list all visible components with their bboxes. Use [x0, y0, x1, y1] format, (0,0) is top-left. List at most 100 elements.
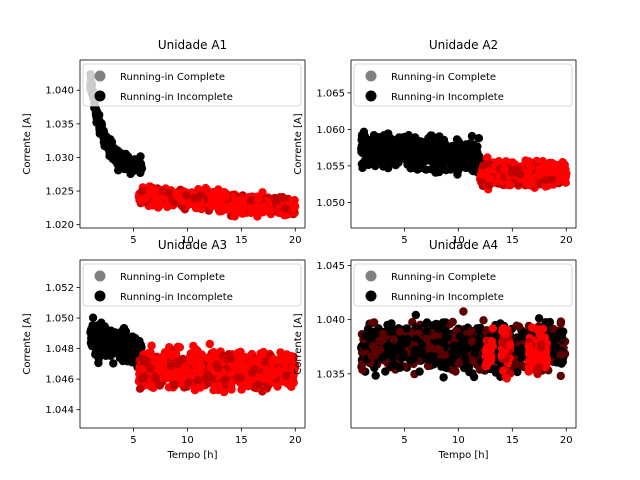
data-point: [479, 316, 488, 325]
x-tick-label: 5: [401, 435, 407, 446]
data-point: [540, 333, 550, 342]
data-point: [526, 163, 535, 172]
subplot-4: 5 10 15 20 1.035 1.040 1.045 Unidade A4 Corrente…: [293, 238, 577, 461]
data-point: [459, 161, 469, 170]
data-point: [96, 348, 106, 358]
data-point: [486, 355, 496, 365]
data-point: [411, 335, 421, 344]
data-point: [434, 338, 443, 347]
data-point: [391, 158, 400, 168]
data-point: [426, 351, 435, 361]
data-point: [446, 158, 455, 168]
data-point: [467, 131, 477, 141]
data-point: [109, 359, 118, 368]
legend-marker: [94, 270, 106, 282]
data-point: [116, 342, 125, 351]
x-tick-label: 20: [289, 435, 302, 446]
data-point: [182, 191, 191, 200]
legend-label: Running-in Incomplete: [120, 92, 233, 103]
data-point: [411, 310, 420, 320]
data-point: [360, 341, 369, 351]
data-point: [214, 363, 223, 373]
data-point: [126, 335, 135, 344]
data-point: [461, 345, 470, 355]
data-point: [190, 193, 199, 203]
data-point: [274, 366, 283, 375]
data-point: [378, 353, 387, 362]
scatter-points: [357, 127, 571, 194]
data-point: [405, 356, 415, 365]
data-point: [209, 348, 218, 357]
legend-label: Running-in Incomplete: [391, 92, 504, 103]
legend-box: [353, 263, 573, 307]
y-tick-label: 1.065: [316, 88, 345, 99]
data-point: [428, 321, 437, 330]
y-tick-label: 1.035: [45, 119, 74, 130]
legend-box: [82, 263, 302, 307]
data-point: [371, 347, 380, 356]
legend-marker: [365, 270, 377, 282]
data-point: [559, 165, 568, 174]
y-tick-label: 1.030: [45, 153, 74, 164]
y-tick-label: 1.050: [45, 314, 74, 325]
data-point: [445, 320, 454, 329]
data-point: [212, 196, 221, 205]
scatter-points: [86, 70, 300, 221]
data-point: [137, 187, 147, 196]
data-point: [387, 361, 396, 370]
legend: Running-in Complete Running-in Incomplete: [82, 63, 302, 107]
x-tick-label: 15: [506, 435, 519, 446]
subplot-title: Unidade A1: [158, 38, 227, 52]
data-point: [97, 324, 107, 333]
data-point: [96, 335, 106, 345]
data-point: [552, 333, 561, 343]
legend-label: Running-in Incomplete: [120, 292, 233, 303]
data-point: [135, 164, 144, 173]
data-point: [156, 354, 165, 363]
data-point: [466, 145, 475, 154]
data-point: [202, 374, 211, 383]
data-point: [176, 379, 185, 388]
legend-marker: [365, 90, 377, 102]
legend: Running-in Complete Running-in Incomplete: [353, 63, 573, 107]
y-tick-label: 1.046: [45, 375, 74, 386]
data-point: [288, 362, 298, 372]
data-point: [263, 372, 272, 381]
y-axis-label: Corrente [A]: [22, 113, 33, 174]
data-point: [541, 318, 550, 327]
data-point: [447, 355, 457, 364]
data-point: [486, 346, 495, 355]
data-point: [361, 331, 370, 341]
data-point: [451, 367, 460, 376]
legend-marker: [94, 290, 106, 302]
data-point: [435, 165, 444, 174]
y-tick-label: 1.052: [45, 283, 74, 294]
data-point: [455, 332, 465, 341]
data-point: [383, 129, 392, 138]
x-tick-label: 5: [130, 235, 136, 246]
data-point: [486, 174, 495, 183]
x-axis-label: Tempo [h]: [166, 450, 217, 461]
x-tick-label: 15: [235, 435, 248, 446]
subplot-3: 5 10 15 20 1.044 1.046 1.048 1.050 1.052 Unidade …: [22, 238, 306, 461]
data-point: [524, 367, 533, 376]
data-point: [138, 354, 147, 363]
data-point: [244, 382, 253, 391]
data-point: [120, 335, 129, 345]
data-point: [166, 361, 175, 371]
data-point: [467, 326, 476, 336]
data-point: [450, 341, 459, 350]
legend-label: Running-in Complete: [120, 272, 225, 283]
data-point: [222, 202, 232, 211]
subplot-title: Unidade A2: [429, 38, 498, 52]
y-tick-label: 1.050: [316, 198, 345, 209]
data-point: [448, 348, 457, 357]
x-tick-label: 10: [181, 435, 194, 446]
series-incomplete: [86, 313, 146, 372]
data-point: [276, 348, 285, 357]
data-point: [556, 327, 565, 337]
data-point: [439, 373, 448, 382]
data-point: [549, 324, 558, 334]
data-point: [289, 203, 298, 212]
x-tick-label: 20: [560, 235, 573, 246]
